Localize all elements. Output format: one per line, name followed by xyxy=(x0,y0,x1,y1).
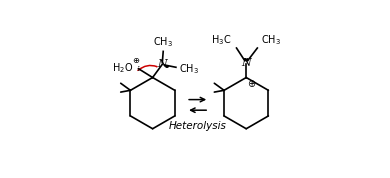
Text: H$_2$O: H$_2$O xyxy=(112,61,133,75)
Text: N: N xyxy=(241,57,251,67)
Text: N: N xyxy=(158,59,167,69)
Text: $\oplus$: $\oplus$ xyxy=(246,78,256,89)
Text: :: : xyxy=(136,63,140,73)
Text: CH$_3$: CH$_3$ xyxy=(153,35,173,49)
Text: CH$_3$: CH$_3$ xyxy=(179,62,199,76)
Text: CH$_3$: CH$_3$ xyxy=(261,33,281,47)
Text: Heterolysis: Heterolysis xyxy=(169,121,227,131)
FancyArrowPatch shape xyxy=(138,66,157,70)
Text: H$_3$C: H$_3$C xyxy=(211,33,231,47)
Text: $\oplus$: $\oplus$ xyxy=(132,56,140,65)
